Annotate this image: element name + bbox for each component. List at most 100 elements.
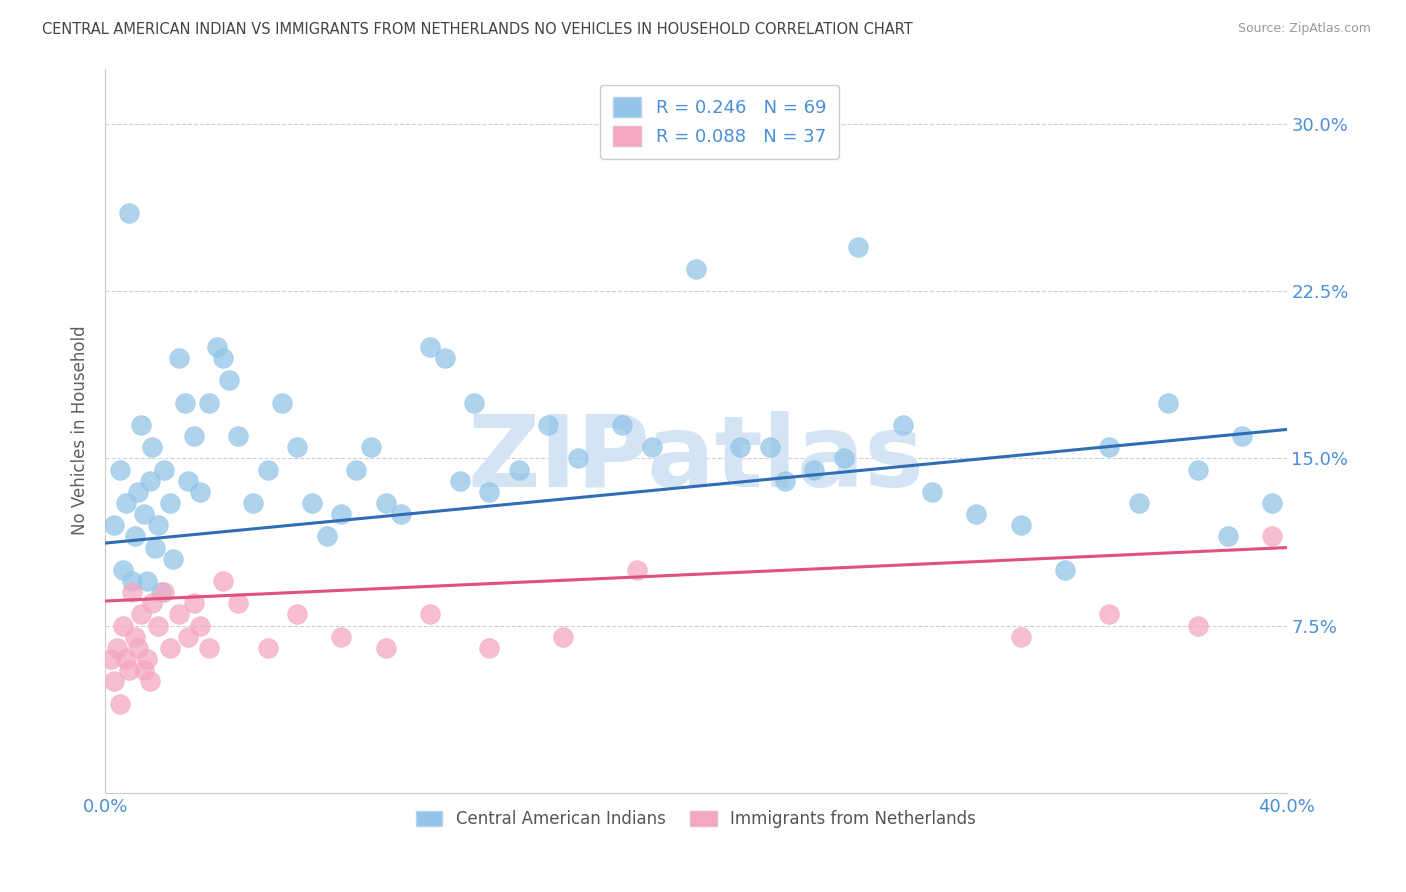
Point <box>138 674 160 689</box>
Point <box>610 417 633 432</box>
Point <box>1054 563 1077 577</box>
Point <box>344 462 367 476</box>
Point <box>183 429 205 443</box>
Point <box>197 640 219 655</box>
Point <box>212 351 235 366</box>
Point <box>567 451 589 466</box>
Point <box>758 440 780 454</box>
Point <box>389 507 412 521</box>
Point <box>212 574 235 588</box>
Point <box>218 374 240 388</box>
Point <box>159 640 181 655</box>
Point <box>921 484 943 499</box>
Point <box>330 507 353 521</box>
Point <box>121 574 143 588</box>
Point <box>773 474 796 488</box>
Y-axis label: No Vehicles in Household: No Vehicles in Household <box>72 326 89 535</box>
Point <box>419 607 441 622</box>
Point <box>207 340 229 354</box>
Point <box>150 585 173 599</box>
Point <box>419 340 441 354</box>
Point <box>640 440 662 454</box>
Point <box>174 395 197 409</box>
Point <box>105 640 128 655</box>
Legend: Central American Indians, Immigrants from Netherlands: Central American Indians, Immigrants fro… <box>409 804 983 835</box>
Point <box>478 640 501 655</box>
Point <box>148 518 170 533</box>
Point <box>111 563 134 577</box>
Point <box>508 462 530 476</box>
Point <box>162 551 184 566</box>
Point <box>832 451 855 466</box>
Point <box>315 529 337 543</box>
Point <box>360 440 382 454</box>
Point <box>891 417 914 432</box>
Point <box>285 607 308 622</box>
Point <box>1010 518 1032 533</box>
Point <box>115 652 138 666</box>
Point <box>127 484 149 499</box>
Point <box>177 474 200 488</box>
Point <box>256 640 278 655</box>
Point <box>1098 607 1121 622</box>
Point <box>127 640 149 655</box>
Point <box>141 440 163 454</box>
Point <box>226 429 249 443</box>
Point <box>1232 429 1254 443</box>
Point <box>103 674 125 689</box>
Point <box>108 697 131 711</box>
Point <box>1261 496 1284 510</box>
Point <box>256 462 278 476</box>
Point <box>188 618 211 632</box>
Point <box>129 417 152 432</box>
Point <box>271 395 294 409</box>
Point <box>1010 630 1032 644</box>
Point <box>374 496 396 510</box>
Point <box>177 630 200 644</box>
Point <box>626 563 648 577</box>
Point <box>188 484 211 499</box>
Text: CENTRAL AMERICAN INDIAN VS IMMIGRANTS FROM NETHERLANDS NO VEHICLES IN HOUSEHOLD : CENTRAL AMERICAN INDIAN VS IMMIGRANTS FR… <box>42 22 912 37</box>
Point <box>537 417 560 432</box>
Point <box>159 496 181 510</box>
Point <box>463 395 485 409</box>
Point <box>1157 395 1180 409</box>
Point <box>167 607 190 622</box>
Point <box>111 618 134 632</box>
Point <box>803 462 825 476</box>
Text: ZIPatlas: ZIPatlas <box>467 411 924 508</box>
Point <box>148 618 170 632</box>
Point <box>226 596 249 610</box>
Point <box>478 484 501 499</box>
Point <box>153 585 176 599</box>
Point <box>433 351 456 366</box>
Point <box>1187 462 1209 476</box>
Point <box>685 262 707 277</box>
Point <box>138 474 160 488</box>
Point <box>115 496 138 510</box>
Text: Source: ZipAtlas.com: Source: ZipAtlas.com <box>1237 22 1371 36</box>
Point <box>1187 618 1209 632</box>
Point <box>145 541 167 555</box>
Point <box>1128 496 1150 510</box>
Point <box>1098 440 1121 454</box>
Point <box>374 640 396 655</box>
Point <box>242 496 264 510</box>
Point <box>108 462 131 476</box>
Point <box>183 596 205 610</box>
Point <box>124 529 146 543</box>
Point <box>124 630 146 644</box>
Point <box>121 585 143 599</box>
Point <box>129 607 152 622</box>
Point <box>118 663 141 677</box>
Point <box>132 663 155 677</box>
Point <box>551 630 574 644</box>
Point <box>132 507 155 521</box>
Point <box>153 462 176 476</box>
Point <box>846 240 869 254</box>
Point <box>103 518 125 533</box>
Point <box>330 630 353 644</box>
Point <box>449 474 471 488</box>
Point <box>135 574 157 588</box>
Point <box>1216 529 1239 543</box>
